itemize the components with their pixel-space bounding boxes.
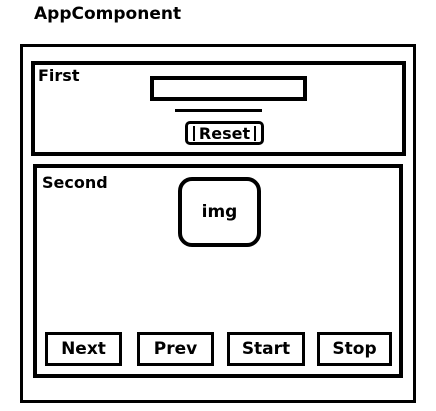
next-button[interactable]: Next	[45, 332, 122, 366]
image-placeholder-label: img	[201, 202, 238, 222]
reset-button[interactable]: Reset	[185, 121, 264, 145]
reset-button-label: Reset	[192, 125, 257, 141]
image-placeholder: img	[178, 177, 261, 247]
prev-button[interactable]: Prev	[137, 332, 214, 366]
second-component-label: Second	[42, 173, 108, 192]
stop-button[interactable]: Stop	[317, 332, 392, 366]
app-component-title: AppComponent	[34, 4, 182, 24]
text-input-box[interactable]	[150, 76, 307, 101]
start-button[interactable]: Start	[227, 332, 305, 366]
first-component-box	[31, 61, 406, 156]
first-component-label: First	[38, 66, 80, 85]
second-component-box	[33, 164, 403, 378]
app-component-frame	[20, 44, 416, 403]
text-underline	[175, 109, 262, 112]
